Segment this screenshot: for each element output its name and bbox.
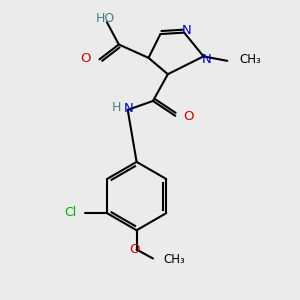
- Text: O: O: [81, 52, 91, 65]
- Text: N: N: [182, 24, 191, 37]
- Text: Cl: Cl: [64, 206, 76, 219]
- Text: HO: HO: [96, 12, 115, 25]
- Text: O: O: [184, 110, 194, 123]
- Text: H: H: [112, 101, 121, 114]
- Text: CH₃: CH₃: [164, 254, 185, 266]
- Text: O: O: [129, 243, 140, 256]
- Text: N: N: [123, 102, 133, 115]
- Text: N: N: [202, 53, 212, 66]
- Text: CH₃: CH₃: [240, 53, 262, 66]
